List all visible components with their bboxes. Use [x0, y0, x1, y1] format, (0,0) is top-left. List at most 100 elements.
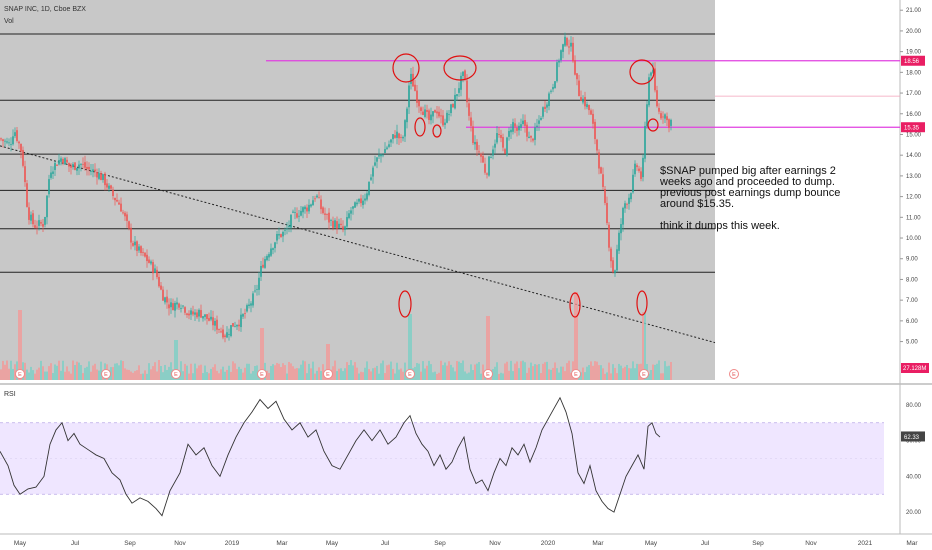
candle-body [110, 185, 112, 189]
time-axis-label: Sep [124, 540, 136, 547]
price-tick-label: 6.00 [906, 319, 918, 325]
volume-bar [650, 369, 652, 380]
volume-bar [600, 365, 602, 380]
volume-bar [14, 364, 16, 380]
candle-body [176, 302, 178, 305]
candle-body [356, 202, 358, 205]
volume-bar [66, 366, 68, 380]
rsi-tick-label: 60.00 [906, 439, 922, 445]
volume-bar [80, 365, 82, 380]
candle-body [398, 133, 400, 139]
candle-body [404, 120, 406, 137]
volume-bar [668, 365, 670, 380]
volume-bar [642, 312, 644, 380]
candle-body [450, 104, 452, 114]
candle-body [490, 157, 492, 158]
volume-bar [618, 363, 620, 380]
volume-label: Vol [4, 18, 14, 25]
candle-body [226, 332, 228, 338]
candle-body [298, 215, 300, 217]
candle-body [566, 38, 568, 46]
volume-bar [524, 362, 526, 380]
volume-bar [472, 370, 474, 380]
earnings-marker [405, 369, 415, 379]
candle-body [302, 207, 304, 213]
candle-body [414, 84, 416, 91]
volume-bar [146, 373, 148, 380]
candle-body [578, 80, 580, 97]
time-axis-label: Mar [592, 540, 604, 547]
candle-body [336, 221, 338, 229]
volume-bar [304, 361, 306, 380]
volume-bar [124, 368, 126, 380]
candle-body [658, 107, 660, 112]
candle-body [662, 116, 664, 118]
volume-bar [546, 361, 548, 380]
candle-body [392, 134, 394, 140]
volume-bar [376, 365, 378, 380]
volume-bar [312, 361, 314, 380]
candle-body [168, 304, 170, 309]
volume-bar [502, 373, 504, 380]
volume-bar [74, 365, 76, 380]
candle-body [466, 80, 468, 103]
candle-body [86, 166, 88, 169]
candle-body [306, 207, 308, 212]
candle-body [248, 304, 250, 306]
candle-body [364, 198, 366, 201]
volume-bar [20, 310, 22, 380]
candle-body [456, 94, 458, 97]
volume-bar [660, 373, 662, 380]
volume-bar [428, 360, 430, 380]
volume-bar [358, 373, 360, 380]
volume-bar [310, 368, 312, 380]
candle-body [522, 120, 524, 124]
volume-bar [486, 316, 488, 380]
candle-body [98, 173, 100, 179]
candle-body [38, 220, 40, 226]
candle-body [586, 104, 588, 108]
candle-body [460, 75, 462, 90]
volume-bar [658, 360, 660, 380]
volume-bar [290, 363, 292, 380]
candle-body [320, 199, 322, 210]
candle-body [58, 159, 60, 165]
volume-bar [116, 363, 118, 380]
volume-bar [184, 363, 186, 380]
time-axis-label: May [14, 540, 27, 547]
volume-bar [166, 369, 168, 380]
volume-bar [254, 366, 256, 380]
time-axis-label: Sep [752, 540, 764, 547]
volume-bar [574, 292, 576, 380]
price-tick-label: 12.00 [906, 195, 922, 201]
candle-body [222, 329, 224, 338]
candle-body [314, 198, 316, 200]
volume-bar [152, 366, 154, 380]
candle-body [486, 173, 488, 175]
candle-body [88, 166, 90, 170]
volume-bar [228, 365, 230, 380]
volume-bar [452, 367, 454, 380]
volume-bar [400, 368, 402, 380]
volume-bar [604, 373, 606, 380]
volume-bar [520, 361, 522, 380]
volume-bar [12, 368, 14, 380]
volume-bar [460, 363, 462, 380]
candle-body [78, 164, 80, 169]
earnings-marker [101, 369, 111, 379]
candle-body [378, 155, 380, 157]
candle-body [542, 107, 544, 117]
candle-body [604, 188, 606, 203]
candle-body [506, 137, 508, 156]
volume-bar [46, 371, 48, 380]
volume-bar [144, 370, 146, 380]
candle-body [504, 149, 506, 154]
volume-bar [160, 366, 162, 380]
candle-body [406, 108, 408, 123]
volume-bar [488, 316, 490, 380]
candle-body [358, 198, 360, 202]
volume-bar [72, 360, 74, 380]
candle-body [598, 152, 600, 169]
volume-bar [132, 372, 134, 380]
